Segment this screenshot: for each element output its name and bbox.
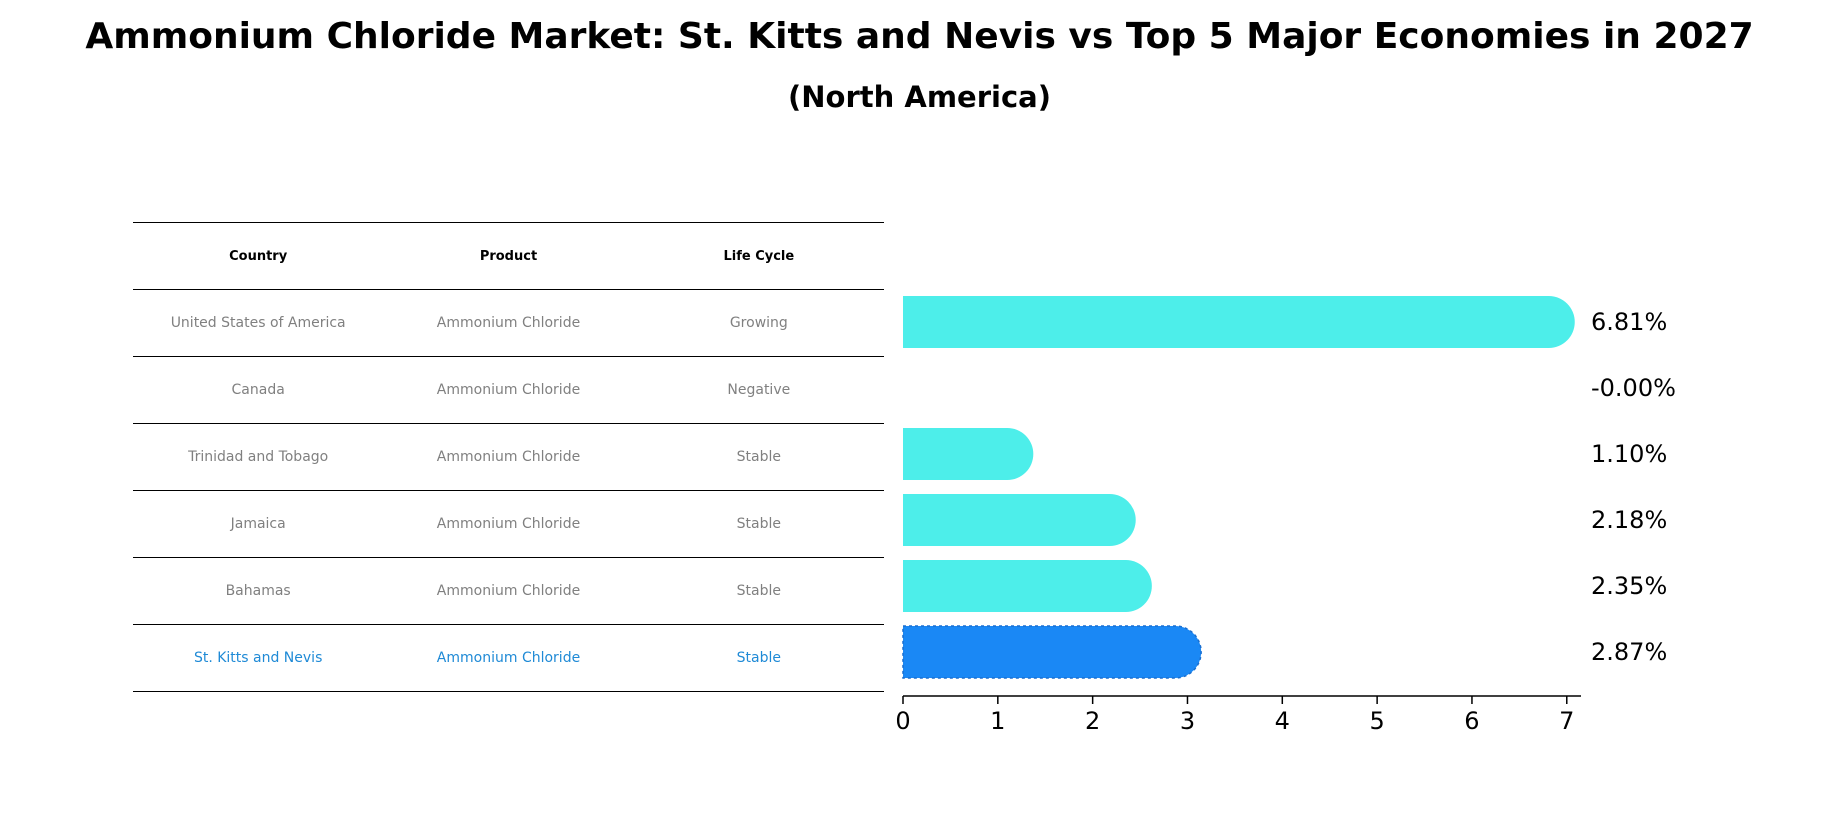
cell-country: St. Kitts and Nevis — [193, 650, 323, 666]
cell-product: Ammonium Chloride — [436, 449, 581, 465]
header-life-cycle: Life Cycle — [723, 248, 795, 264]
cell-country: Jamaica — [230, 516, 286, 532]
cell-life-cycle: Stable — [736, 583, 781, 599]
value-label: 2.87% — [1591, 638, 1667, 666]
cell-country: Canada — [231, 382, 285, 398]
cell-country: United States of America — [170, 315, 346, 331]
x-tick-label: 2 — [1085, 707, 1100, 735]
table-row: Canada Ammonium Chloride Negative — [133, 356, 884, 423]
value-label: 6.81% — [1591, 308, 1667, 336]
bar — [903, 296, 1575, 348]
cell-product: Ammonium Chloride — [436, 382, 581, 398]
cell-product: Ammonium Chloride — [436, 315, 581, 331]
cell-country: Trinidad and Tobago — [188, 449, 329, 465]
bar-highlight — [902, 625, 1202, 679]
cell-country: Bahamas — [225, 583, 291, 599]
cell-life-cycle: Growing — [729, 315, 788, 331]
header-product: Product — [479, 248, 538, 264]
bar — [903, 494, 1136, 546]
x-tick-label: 1 — [990, 707, 1005, 735]
table-row: Jamaica Ammonium Chloride Stable — [133, 490, 884, 557]
cell-product: Ammonium Chloride — [436, 650, 581, 666]
value-label: -0.00% — [1591, 374, 1676, 402]
table-header-row: Country Product Life Cycle — [133, 222, 884, 289]
table-row: United States of America Ammonium Chlori… — [133, 289, 884, 356]
cell-life-cycle: Stable — [736, 650, 781, 666]
data-table: Country Product Life Cycle United States… — [133, 222, 884, 692]
cell-product: Ammonium Chloride — [436, 516, 581, 532]
x-tick-label: 7 — [1559, 707, 1574, 735]
bar — [903, 428, 1034, 480]
x-tick-label: 0 — [895, 707, 910, 735]
chart-title: Ammonium Chloride Market: St. Kitts and … — [85, 16, 1754, 57]
header-country: Country — [229, 248, 288, 264]
table-row-highlight: St. Kitts and Nevis Ammonium Chloride St… — [133, 624, 884, 692]
x-tick-label: 4 — [1275, 707, 1290, 735]
bar — [903, 560, 1152, 612]
cell-life-cycle: Stable — [736, 449, 781, 465]
table-row: Trinidad and Tobago Ammonium Chloride St… — [133, 423, 884, 490]
value-label: 2.35% — [1591, 572, 1667, 600]
table-row: Bahamas Ammonium Chloride Stable — [133, 557, 884, 624]
value-label: 2.18% — [1591, 506, 1667, 534]
cell-life-cycle: Stable — [736, 516, 781, 532]
cell-product: Ammonium Chloride — [436, 583, 581, 599]
value-label: 1.10% — [1591, 440, 1667, 468]
x-tick-label: 3 — [1180, 707, 1195, 735]
chart-subtitle: (North America) — [788, 80, 1051, 114]
x-tick-label: 6 — [1464, 707, 1479, 735]
cell-life-cycle: Negative — [727, 382, 791, 398]
x-tick-label: 5 — [1369, 707, 1384, 735]
